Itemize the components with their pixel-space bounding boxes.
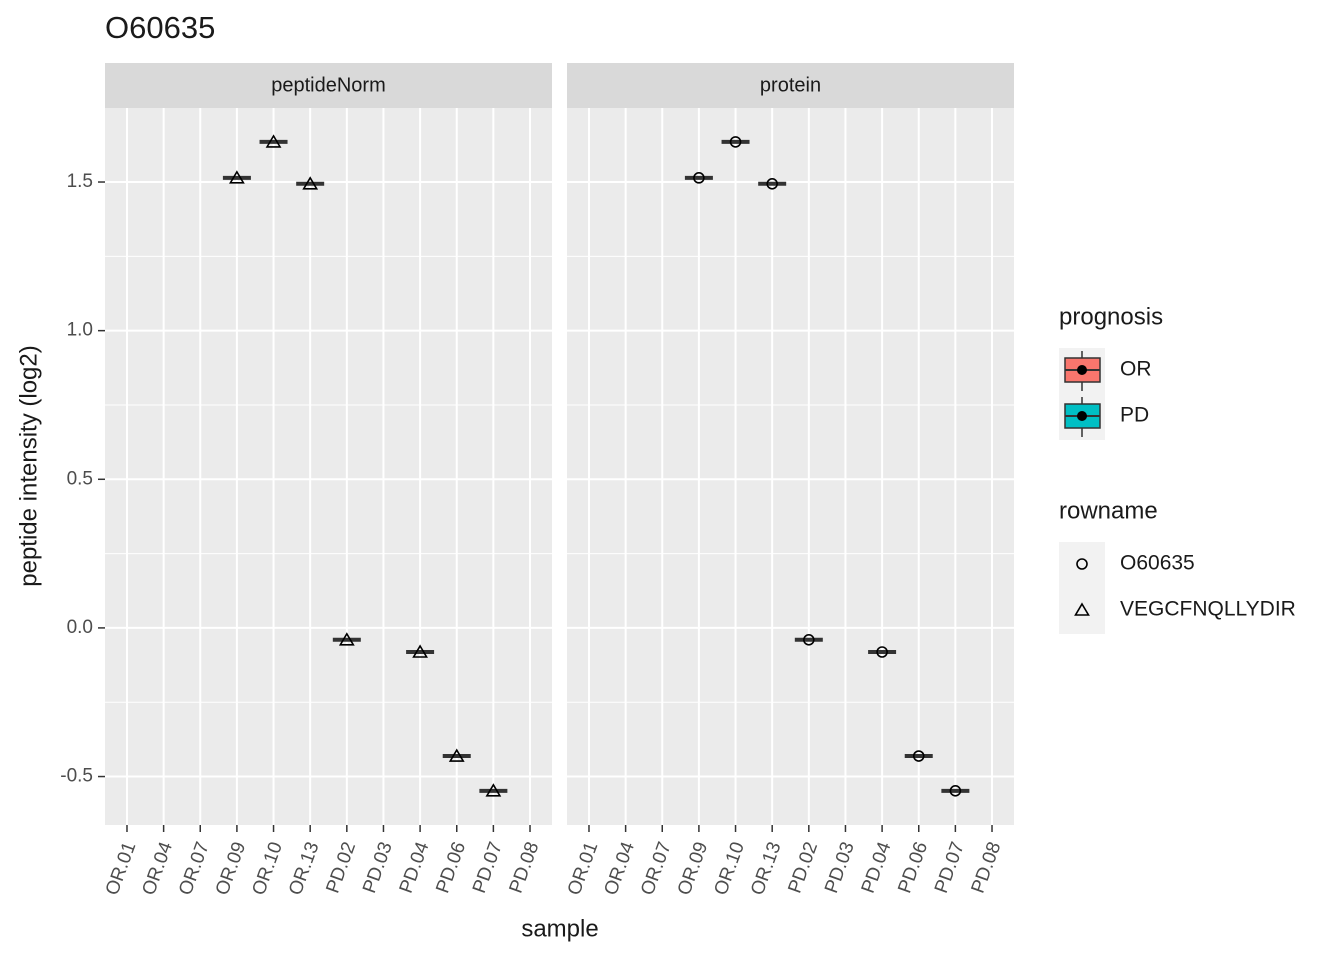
strip-label: peptideNorm (271, 74, 386, 96)
point (448, 748, 465, 762)
x-tick-label: PD.08 (506, 839, 544, 896)
point (766, 178, 778, 190)
x-tick-label: PD.02 (784, 839, 822, 896)
x-tick-label: PD.07 (931, 839, 969, 896)
strip (567, 63, 1014, 108)
point (338, 632, 355, 646)
point (949, 785, 962, 797)
strip-label: protein (760, 74, 821, 96)
panel-background (105, 108, 552, 825)
legend-shape (1074, 602, 1090, 616)
x-tick-label: OR.07 (637, 839, 676, 898)
x-tick-label: OR.10 (710, 839, 749, 898)
point (729, 136, 742, 148)
x-tick-label: PD.08 (968, 839, 1006, 896)
x-tick-label: OR.10 (248, 839, 287, 898)
y-tick-label: 1.5 (67, 171, 93, 192)
point (412, 644, 428, 658)
y-axis-title: peptide intensity (log2) (15, 345, 42, 586)
legend-title: prognosis (1059, 303, 1163, 330)
legend-label: O60635 (1120, 552, 1195, 575)
y-tick-label: 0.5 (67, 468, 93, 489)
x-tick-label: PD.03 (359, 839, 397, 896)
legend-label: VEGCFNQLLYDIR (1120, 598, 1296, 621)
x-tick-label: OR.09 (212, 839, 251, 898)
x-tick-label: PD.04 (858, 839, 896, 896)
x-tick-label: OR.07 (175, 839, 214, 898)
y-tick-label: -0.5 (60, 766, 93, 787)
x-tick-label: PD.07 (469, 839, 507, 896)
point (803, 634, 815, 646)
legend-key (1059, 588, 1105, 634)
y-tick-label: 0.0 (67, 617, 93, 638)
point (265, 134, 282, 148)
x-tick-label: OR.09 (674, 839, 713, 898)
x-tick-label: OR.04 (601, 839, 640, 898)
legend-shape (1076, 558, 1088, 570)
x-axis-title: sample (521, 915, 598, 942)
legend-label: OR (1120, 358, 1152, 381)
x-tick-label: PD.04 (396, 839, 434, 896)
point (302, 176, 319, 190)
point (693, 172, 705, 184)
legend-point (1077, 365, 1087, 375)
x-tick-label: PD.06 (432, 839, 470, 896)
x-tick-label: OR.13 (747, 839, 786, 898)
x-tick-label: OR.01 (102, 839, 141, 898)
panel-background (567, 108, 1014, 825)
x-tick-label: OR.04 (139, 839, 178, 898)
legend-label: PD (1120, 404, 1149, 427)
chart-title: O60635 (105, 10, 215, 45)
legend-point (1077, 411, 1087, 421)
legend-title: rowname (1059, 497, 1158, 524)
point (229, 170, 245, 184)
x-tick-label: OR.01 (564, 839, 603, 898)
strip (105, 63, 552, 108)
point (485, 783, 502, 797)
y-tick-label: 1.0 (67, 320, 93, 341)
point (876, 646, 888, 658)
x-tick-label: PD.06 (894, 839, 932, 896)
x-tick-label: PD.02 (322, 839, 360, 896)
legend-key (1059, 542, 1105, 588)
x-tick-label: OR.13 (285, 839, 324, 898)
x-tick-label: PD.03 (821, 839, 859, 896)
point (912, 750, 925, 762)
